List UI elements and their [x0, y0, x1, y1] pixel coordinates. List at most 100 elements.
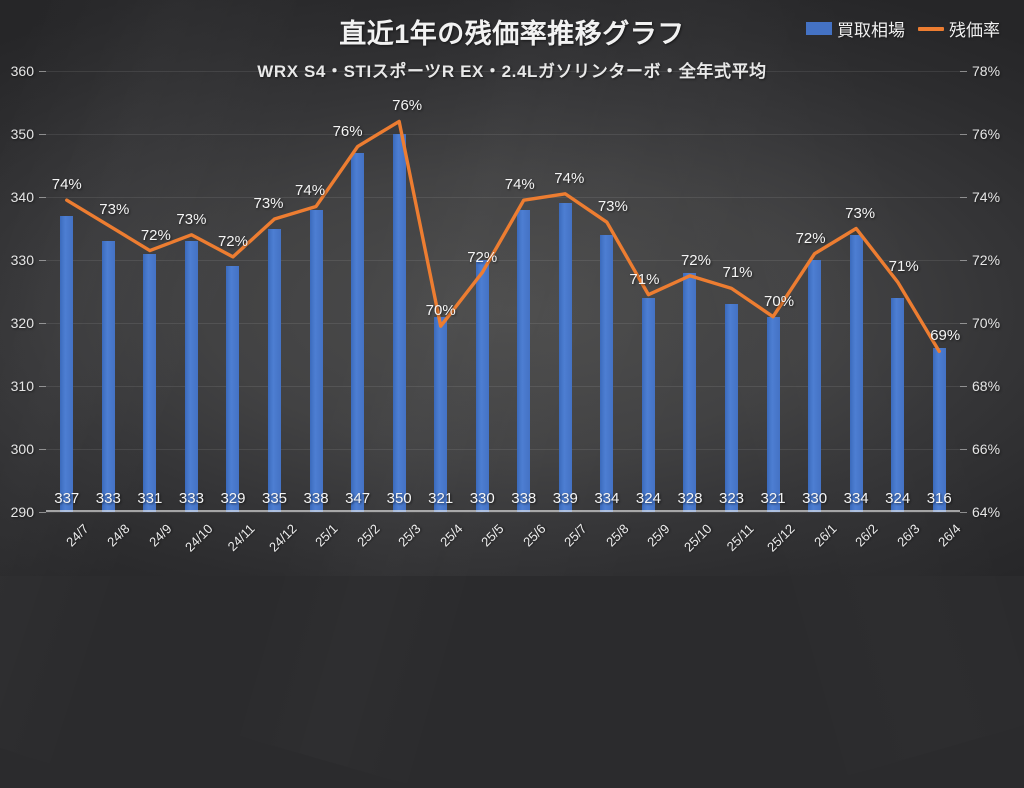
- y-axis-right-tick: [960, 449, 967, 450]
- bar-value-label: 334: [594, 490, 620, 507]
- y-axis-left-tick-label: 330: [10, 252, 34, 268]
- y-axis-left-tick: [39, 260, 46, 261]
- bar[interactable]: [184, 241, 198, 512]
- bar[interactable]: [434, 316, 448, 512]
- bar[interactable]: [226, 266, 240, 512]
- line-value-label: 73%: [253, 195, 284, 213]
- bar[interactable]: [143, 253, 157, 512]
- y-axis-right-tick: [960, 512, 967, 513]
- bar-value-label: 333: [178, 490, 204, 507]
- chart-title: 直近1年の残価率推移グラフ: [339, 19, 685, 49]
- x-axis-tick-label: 24/9: [145, 521, 175, 550]
- bar[interactable]: [683, 272, 697, 512]
- x-axis-tick-label: 25/1: [312, 521, 341, 550]
- line-value-label: 76%: [332, 122, 363, 140]
- y-axis-left-tick-label: 360: [10, 63, 34, 79]
- gridline: [46, 197, 960, 198]
- line-value-label: 71%: [629, 270, 660, 288]
- bar[interactable]: [849, 234, 863, 512]
- bar-value-label: 350: [386, 490, 412, 507]
- gridline: [46, 512, 960, 513]
- line-value-label: 74%: [554, 169, 585, 187]
- bar-value-label: 333: [95, 490, 121, 507]
- gridline: [46, 386, 960, 387]
- x-axis-tick-label: 25/2: [353, 521, 383, 550]
- bar[interactable]: [60, 215, 74, 512]
- y-axis-left-tick-label: 290: [10, 504, 34, 520]
- x-axis-tick-label: 24/11: [224, 521, 258, 554]
- bar-swatch-icon: [806, 22, 832, 35]
- gridline: [46, 71, 960, 72]
- x-axis-tick-label: 25/7: [561, 521, 590, 550]
- bar[interactable]: [475, 260, 489, 512]
- bar-value-label: 329: [220, 490, 246, 507]
- bar[interactable]: [309, 209, 323, 512]
- bar[interactable]: [558, 203, 572, 512]
- bar-value-label: 337: [54, 490, 80, 507]
- x-axis-tick-label: 26/4: [935, 521, 964, 550]
- gridlines: [46, 71, 960, 513]
- chart-subtitle: WRX S4・STIスポーツR EX・2.4Lガソリンターボ・全年式平均: [257, 62, 767, 81]
- bar-value-label: 347: [345, 490, 371, 507]
- bar[interactable]: [641, 297, 655, 512]
- bar[interactable]: [725, 304, 738, 512]
- bar-value-label: 338: [511, 490, 537, 507]
- bar[interactable]: [600, 234, 614, 512]
- bar-value-label: 321: [760, 490, 786, 507]
- line-path: [65, 119, 941, 354]
- y-axis-right-tick-label: 66%: [972, 441, 1001, 457]
- line-value-label: 73%: [99, 201, 130, 219]
- line-value-label: 72%: [140, 226, 171, 244]
- y-axis-right-tick-label: 68%: [972, 378, 1001, 394]
- gridline: [46, 260, 960, 261]
- bar-value-label: 328: [677, 490, 703, 507]
- bar-value-label: 335: [261, 490, 288, 507]
- y-axis-right-tick-label: 76%: [972, 126, 1001, 142]
- y-axis-right-tick-label: 72%: [972, 252, 1001, 268]
- x-axis-tick-label: 25/8: [602, 521, 632, 550]
- x-axis-tick-label: 24/10: [182, 521, 217, 555]
- line-value-label: 72%: [680, 251, 711, 269]
- y-axis-left-tick-label: 300: [10, 441, 34, 457]
- legend-item-bar[interactable]: 買取相場: [806, 16, 905, 41]
- bar[interactable]: [392, 134, 406, 512]
- y-axis-left-tick: [39, 386, 46, 387]
- legend-label-line: 残価率: [949, 21, 1000, 40]
- bar[interactable]: [932, 348, 946, 512]
- bar[interactable]: [891, 297, 905, 512]
- bar-value-label: 330: [802, 490, 828, 507]
- x-axis-tick-label: 25/5: [478, 521, 507, 550]
- line-value-label: 69%: [930, 327, 961, 345]
- x-axis-tick-label: 25/12: [764, 521, 798, 555]
- bar[interactable]: [517, 209, 531, 512]
- y-axis-right-tick: [960, 197, 967, 198]
- bar[interactable]: [101, 241, 115, 512]
- line-swatch-icon: [918, 26, 944, 31]
- bar-value-label: 321: [428, 490, 454, 507]
- y-axis-left-tick: [39, 512, 46, 513]
- bar[interactable]: [351, 152, 365, 512]
- line-value-label: 73%: [176, 210, 207, 228]
- y-axis-left-tick: [39, 71, 46, 72]
- y-axis-right-tick: [960, 71, 967, 72]
- bar[interactable]: [268, 228, 281, 512]
- legend-item-line[interactable]: 残価率: [918, 16, 1000, 41]
- line-value-label: 71%: [888, 258, 919, 276]
- y-axis-right-tick: [960, 323, 967, 324]
- y-axis-right-tick-label: 78%: [972, 63, 1001, 79]
- x-axis-tick-label: 25/11: [723, 521, 757, 554]
- bar-value-label: 334: [843, 490, 869, 507]
- line-value-label: 70%: [425, 302, 456, 320]
- line-value-label: 72%: [217, 232, 248, 250]
- line-value-label: 72%: [467, 248, 498, 266]
- bar[interactable]: [766, 316, 780, 512]
- line-value-label: 74%: [51, 176, 82, 194]
- bar-value-label: 331: [137, 490, 163, 507]
- gridline: [46, 323, 960, 324]
- line-value-label: 74%: [504, 176, 535, 194]
- bar[interactable]: [808, 260, 822, 512]
- x-axis-tick-label: 25/10: [680, 521, 715, 555]
- y-axis-left-tick-label: 340: [10, 189, 34, 205]
- x-axis-tick-label: 25/9: [644, 521, 674, 550]
